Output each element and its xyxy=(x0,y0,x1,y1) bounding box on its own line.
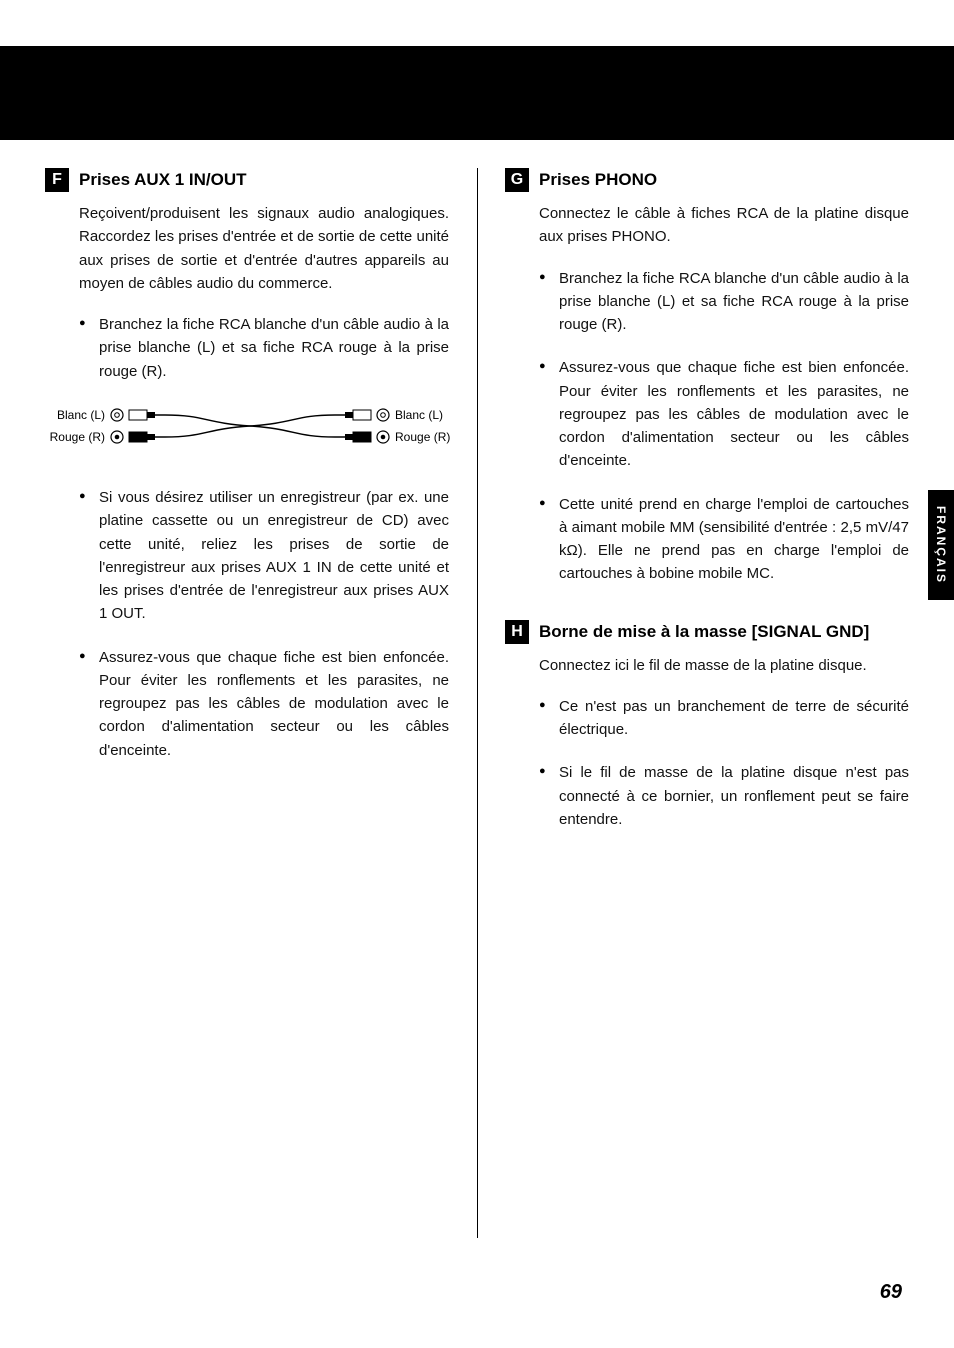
section-g-header: G Prises PHONO xyxy=(505,168,909,192)
section-f-intro: Reçoivent/produisent les signaux audio a… xyxy=(79,202,449,295)
section-g-title: Prises PHONO xyxy=(539,170,657,190)
content-area: F Prises AUX 1 IN/OUT Reçoivent/produise… xyxy=(45,168,909,1348)
jack-right-red-inner-icon xyxy=(381,434,386,439)
diagram-label-right-top: Blanc (L) xyxy=(395,408,443,422)
section-g-body: Connectez le câble à fiches RCA de la pl… xyxy=(505,202,909,586)
section-f-bullet: Branchez la fiche RCA blanche d'un câble… xyxy=(79,313,449,383)
section-letter-h: H xyxy=(505,620,529,644)
section-f-bullet: Si vous désirez utiliser un enregistreur… xyxy=(79,486,449,626)
section-f-title: Prises AUX 1 IN/OUT xyxy=(79,170,247,190)
section-f-bullet: Assurez-vous que chaque fiche est bien e… xyxy=(79,646,449,762)
page: FRANÇAIS F Prises AUX 1 IN/OUT Reçoivent… xyxy=(0,0,954,1348)
cable-top-right-icon xyxy=(250,415,335,426)
section-g-intro: Connectez le câble à fiches RCA de la pl… xyxy=(539,202,909,249)
section-f-bullets-after: Si vous désirez utiliser un enregistreur… xyxy=(79,486,449,762)
section-h: H Borne de mise à la masse [SIGNAL GND] … xyxy=(505,620,909,832)
section-f-bullets-before: Branchez la fiche RCA blanche d'un câble… xyxy=(79,313,449,383)
section-f-header: F Prises AUX 1 IN/OUT xyxy=(45,168,449,192)
section-g-bullet: Assurez-vous que chaque fiche est bien e… xyxy=(539,356,909,472)
section-g-bullet: Branchez la fiche RCA blanche d'un câble… xyxy=(539,267,909,337)
section-h-bullet: Ce n'est pas un branchement de terre de … xyxy=(539,695,909,742)
plug-left-white-icon xyxy=(129,410,165,420)
section-h-bullets: Ce n'est pas un branchement de terre de … xyxy=(539,695,909,831)
cable-top-left-icon xyxy=(165,415,250,426)
section-letter-f: F xyxy=(45,168,69,192)
language-side-tab: FRANÇAIS xyxy=(928,490,954,600)
section-g: G Prises PHONO Connectez le câble à fich… xyxy=(505,168,909,586)
diagram-label-right-bottom: Rouge (R) xyxy=(395,430,450,444)
section-f: F Prises AUX 1 IN/OUT Reçoivent/produise… xyxy=(45,168,449,762)
jack-left-white-inner-icon xyxy=(115,412,120,417)
section-h-bullet: Si le fil de masse de la platine disque … xyxy=(539,761,909,831)
section-g-bullet: Cette unité prend en charge l'emploi de … xyxy=(539,493,909,586)
page-number: 69 xyxy=(880,1281,902,1304)
column-divider xyxy=(477,168,478,1238)
section-f-body: Reçoivent/produisent les signaux audio a… xyxy=(45,202,449,762)
plug-left-red-icon xyxy=(129,432,165,442)
jack-right-white-inner-icon xyxy=(381,412,386,417)
right-column: G Prises PHONO Connectez le câble à fich… xyxy=(477,168,909,865)
section-letter-g: G xyxy=(505,168,529,192)
diagram-label-left-bottom: Rouge (R) xyxy=(50,430,105,444)
rca-cable-diagram: Blanc (L) Rouge (R) Blanc (L) Rouge (R) xyxy=(45,403,449,460)
plug-right-red-icon xyxy=(335,432,371,442)
diagram-label-left-top: Blanc (L) xyxy=(57,408,105,422)
cable-bottom-right-icon xyxy=(250,426,335,437)
cable-bottom-left-icon xyxy=(165,426,250,437)
section-g-bullets: Branchez la fiche RCA blanche d'un câble… xyxy=(539,267,909,586)
header-black-band xyxy=(0,46,954,140)
section-h-intro: Connectez ici le fil de masse de la plat… xyxy=(539,654,909,677)
section-h-header: H Borne de mise à la masse [SIGNAL GND] xyxy=(505,620,909,644)
plug-right-white-icon xyxy=(335,410,371,420)
section-h-body: Connectez ici le fil de masse de la plat… xyxy=(505,654,909,832)
left-column: F Prises AUX 1 IN/OUT Reçoivent/produise… xyxy=(45,168,477,865)
jack-left-red-inner-icon xyxy=(115,434,120,439)
section-h-title: Borne de mise à la masse [SIGNAL GND] xyxy=(539,622,869,642)
